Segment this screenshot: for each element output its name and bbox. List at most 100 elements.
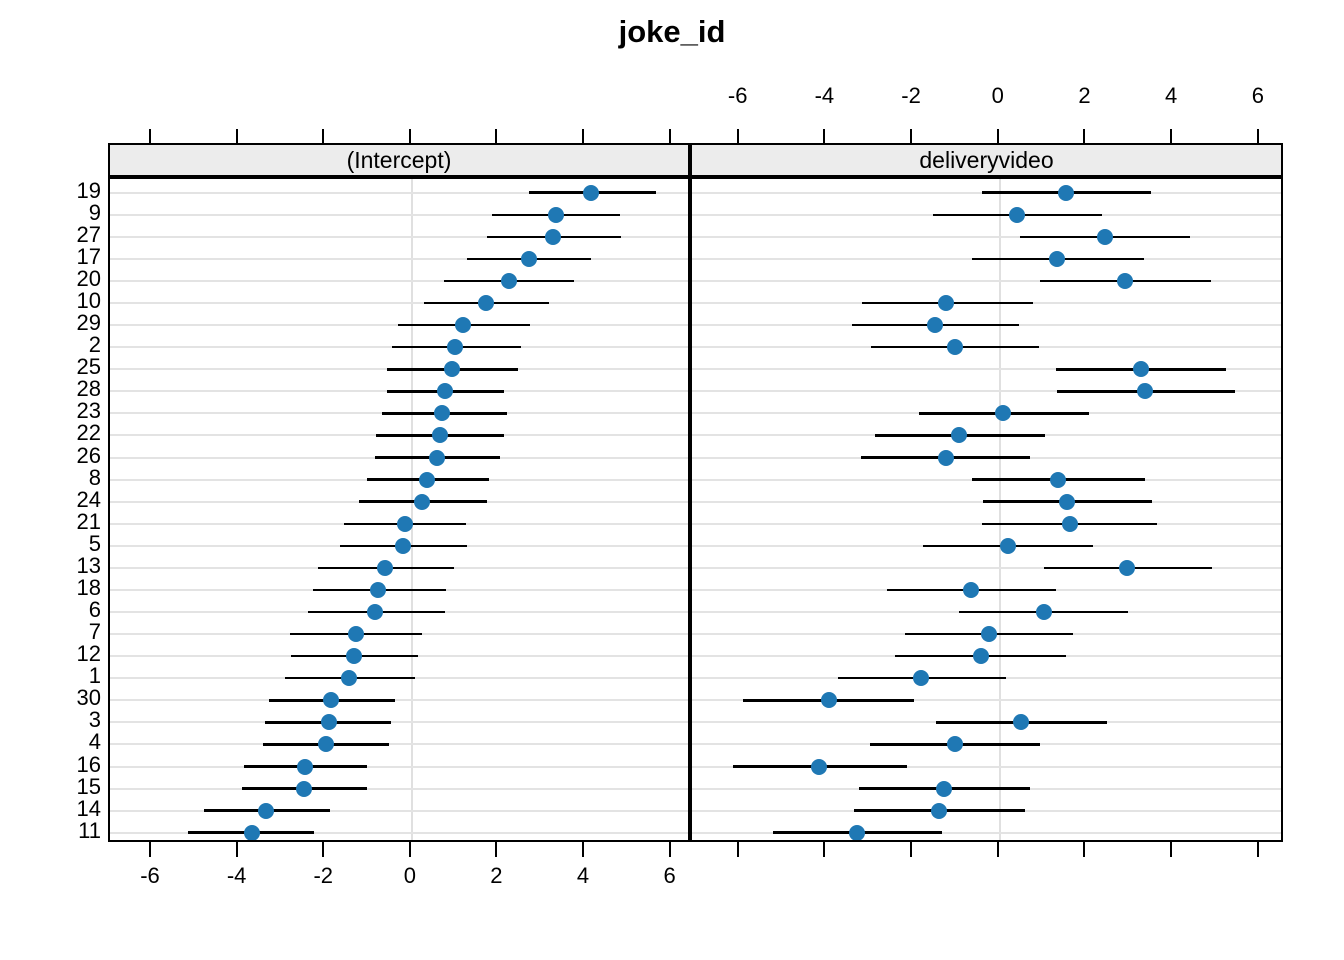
top-axis-tick-label: -2: [901, 83, 921, 108]
y-axis-row-label: 26: [76, 442, 101, 468]
estimate-dot: [1118, 559, 1135, 576]
bottom-axis-tick: [1170, 842, 1173, 857]
estimate-dot: [428, 449, 445, 466]
top-axis-tick: [582, 129, 585, 143]
y-axis-row-label: 13: [76, 552, 101, 578]
row-gridline: [110, 213, 688, 216]
row-gridline: [110, 279, 688, 282]
row-gridline: [692, 566, 1281, 569]
estimate-dot: [478, 295, 495, 312]
bottom-axis-tick: [996, 842, 999, 857]
y-axis-row-label: 21: [76, 508, 101, 534]
row-gridline: [692, 765, 1281, 768]
y-axis-row-label: 27: [76, 221, 101, 247]
y-axis-row-label: 22: [76, 420, 101, 446]
estimate-dot: [913, 670, 930, 687]
y-axis-row-label: 3: [88, 707, 101, 733]
bottom-axis-tick: [582, 842, 585, 857]
y-axis-row-label: 1: [88, 663, 101, 689]
estimate-dot: [583, 184, 600, 201]
y-axis-row-label: 12: [76, 641, 101, 667]
top-axis-tick-label: 4: [1165, 83, 1178, 108]
y-axis-row-label: 18: [76, 574, 101, 600]
bottom-axis-tick: [495, 842, 498, 857]
estimate-dot: [377, 559, 394, 576]
top-axis-tick: [495, 129, 498, 143]
bottom-axis-tick-label: -2: [313, 863, 333, 888]
estimate-dot: [1013, 714, 1029, 731]
top-axis-tick: [1083, 129, 1086, 143]
y-axis-row-label: 16: [76, 751, 101, 777]
estimate-dot: [431, 427, 448, 444]
y-axis-row-label: 11: [78, 817, 101, 843]
estimate-dot: [1097, 228, 1114, 245]
y-axis-row-label: 29: [76, 310, 101, 336]
estimate-dot: [447, 339, 464, 356]
row-gridline: [692, 235, 1281, 238]
bottom-axis-tick: [823, 842, 826, 857]
row-gridline: [692, 831, 1281, 834]
y-axis-row-label: 14: [76, 795, 101, 821]
estimate-dot: [418, 471, 435, 488]
estimate-dot: [946, 736, 963, 753]
top-axis-tick: [996, 129, 999, 143]
row-gridline: [692, 699, 1281, 702]
chart-title: joke_id: [618, 14, 726, 49]
y-axis-row-label: 9: [88, 199, 101, 225]
bottom-axis-tick-label: 0: [403, 863, 416, 888]
top-axis-tick-label: 0: [991, 83, 1004, 108]
bottom-axis-tick: [235, 842, 238, 857]
bottom-axis-tick-label: -4: [226, 863, 247, 888]
estimate-dot: [1059, 493, 1076, 510]
row-gridline: [110, 809, 688, 812]
estimate-dot: [322, 692, 339, 709]
panel-deliveryvideo: [690, 177, 1283, 842]
bottom-axis-tick: [149, 842, 151, 857]
estimate-dot: [1048, 250, 1065, 267]
y-axis-row-label: 7: [88, 619, 101, 645]
bottom-axis-tick: [1083, 842, 1086, 857]
y-axis-row-label: 15: [76, 773, 101, 799]
row-gridline: [110, 831, 688, 834]
panel-strip-deliveryvideo: deliveryvideo: [690, 143, 1283, 177]
top-axis-tick: [149, 129, 151, 143]
estimate-dot: [849, 824, 866, 840]
y-axis-row-label: 4: [88, 729, 101, 755]
estimate-dot: [434, 405, 451, 422]
top-axis-tick-label: 2: [1078, 83, 1091, 108]
zero-reference-line: [998, 179, 1001, 840]
bottom-axis-tick-label: -6: [140, 863, 160, 888]
estimate-dot: [347, 626, 364, 643]
estimate-dot: [243, 824, 260, 840]
panel-strip-deliveryvideo-label: deliveryvideo: [919, 146, 1054, 173]
estimate-dot: [258, 802, 275, 819]
estimate-dot: [980, 626, 997, 643]
top-axis-tick: [910, 129, 913, 143]
top-axis-tick: [736, 129, 739, 143]
top-axis-tick: [235, 129, 238, 143]
estimate-dot: [931, 802, 948, 819]
top-axis-tick: [1170, 129, 1173, 143]
row-gridline: [692, 368, 1281, 371]
estimate-dot: [297, 758, 314, 775]
estimate-dot: [820, 692, 837, 709]
row-gridline: [110, 765, 688, 768]
y-axis-row-label: 17: [76, 243, 101, 269]
estimate-dot: [1117, 272, 1134, 289]
row-gridline: [110, 743, 688, 746]
top-axis-tick-label: -6: [727, 83, 748, 108]
estimate-dot: [946, 339, 963, 356]
bottom-axis-tick-label: 4: [576, 863, 590, 888]
top-axis-tick: [823, 129, 826, 143]
estimate-dot: [938, 295, 955, 312]
estimate-dot: [1057, 184, 1074, 201]
zero-reference-line: [410, 179, 413, 840]
estimate-dot: [369, 581, 386, 598]
estimate-dot: [548, 206, 565, 223]
row-gridline: [110, 721, 688, 724]
estimate-dot: [810, 758, 827, 775]
estimate-dot: [545, 228, 562, 245]
panel-strip-intercept-label: (Intercept): [346, 146, 452, 173]
bottom-axis-tick: [668, 842, 671, 857]
